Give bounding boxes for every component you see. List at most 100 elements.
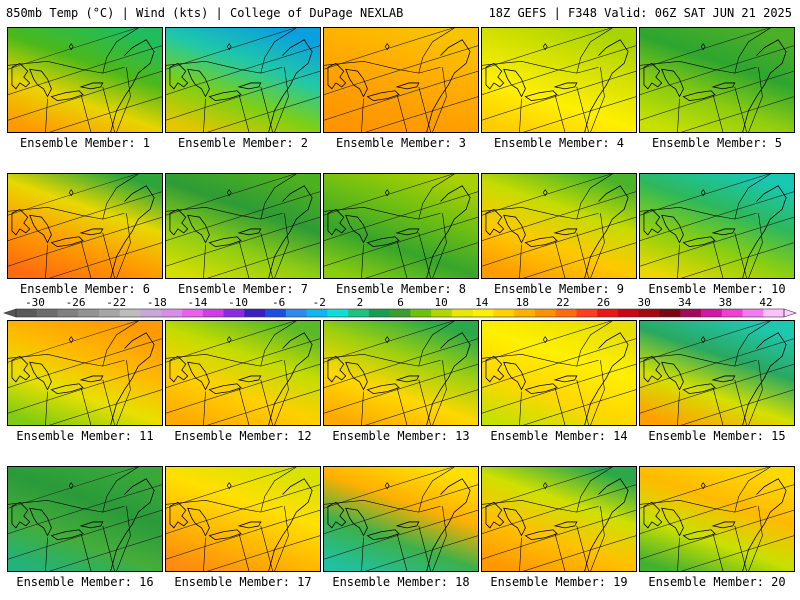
- colorbar-segment: [244, 309, 266, 317]
- colorbar-segment: [16, 309, 38, 317]
- ensemble-member-map: [7, 466, 163, 572]
- colorbar-tick-label: 10: [434, 296, 447, 309]
- colorbar-segment: [327, 309, 349, 317]
- ensemble-member-map: [7, 173, 163, 279]
- colorbar-segment: [389, 309, 411, 317]
- ensemble-member-label: Ensemble Member: 8: [335, 282, 467, 296]
- colorbar-tick-label: -10: [228, 296, 248, 309]
- ensemble-member-label: Ensemble Member: 14: [490, 429, 628, 443]
- ensemble-member-label: Ensemble Member: 18: [332, 575, 470, 589]
- ensemble-member-map: [639, 466, 795, 572]
- colorbar-tick-label: 26: [597, 296, 610, 309]
- colorbar-segment: [576, 309, 598, 317]
- colorbar-tick-label: -14: [188, 296, 208, 309]
- colorbar-tick-label: -22: [106, 296, 126, 309]
- colorbar-tick-label: -26: [66, 296, 86, 309]
- ensemble-member-map: [639, 173, 795, 279]
- colorbar-segment: [99, 309, 121, 317]
- ensemble-member-map: [323, 466, 479, 572]
- ensemble-member-map: [481, 320, 637, 426]
- ensemble-member-map: [165, 320, 321, 426]
- ensemble-member-map: [481, 27, 637, 133]
- colorbar-tick-label: -18: [147, 296, 167, 309]
- colorbar-segment: [472, 309, 494, 317]
- ensemble-member-map: [639, 27, 795, 133]
- ensemble-member-map: [323, 173, 479, 279]
- ensemble-member-label: Ensemble Member: 1: [19, 136, 151, 150]
- colorbar-segment: [140, 309, 162, 317]
- ensemble-member-map: [165, 27, 321, 133]
- ensemble-member-label: Ensemble Member: 15: [648, 429, 786, 443]
- colorbar-segment: [431, 309, 453, 317]
- colorbar-segment: [617, 309, 640, 317]
- colorbar-segment: [285, 309, 308, 317]
- colorbar-segment: [763, 309, 785, 317]
- ensemble-member-label: Ensemble Member: 19: [490, 575, 628, 589]
- colorbar-max-arrow: [783, 308, 797, 318]
- colorbar-segment: [306, 309, 328, 317]
- colorbar-tick-label: 2: [357, 296, 364, 309]
- colorbar-segment: [534, 309, 557, 317]
- run-info: 18Z GEFS | F348 Valid: 06Z SAT JUN 21 20…: [488, 6, 792, 20]
- ensemble-member-label: Ensemble Member: 6: [19, 282, 151, 296]
- colorbar-segment: [451, 309, 474, 317]
- ensemble-member-map: [323, 27, 479, 133]
- ensemble-member-label: Ensemble Member: 4: [493, 136, 625, 150]
- ensemble-member-label: Ensemble Member: 17: [174, 575, 312, 589]
- colorbar-segment: [348, 309, 370, 317]
- colorbar-segment: [265, 309, 287, 317]
- colorbar-tick-label: 18: [516, 296, 529, 309]
- colorbar-segment: [223, 309, 245, 317]
- colorbar-tick-label: 34: [678, 296, 692, 309]
- colorbar-segment: [638, 309, 660, 317]
- ensemble-member-label: Ensemble Member: 12: [174, 429, 312, 443]
- colorbar-min-arrow: [3, 308, 17, 318]
- ensemble-member-map: [481, 466, 637, 572]
- colorbar-segment: [57, 309, 79, 317]
- colorbar-segment: [36, 309, 59, 317]
- ensemble-member-map: [323, 320, 479, 426]
- colorbar-tick-label: -30: [25, 296, 45, 309]
- colorbar-segment: [182, 309, 204, 317]
- colorbar-segment: [555, 309, 577, 317]
- colorbar-tick-label: 38: [719, 296, 732, 309]
- colorbar-tick-label: 14: [475, 296, 489, 309]
- chart-title: 850mb Temp (°C) | Wind (kts) | College o…: [6, 6, 404, 20]
- colorbar-tick-label: -2: [313, 296, 326, 309]
- ensemble-member-map: [7, 320, 163, 426]
- colorbar-tick-label: 22: [556, 296, 569, 309]
- ensemble-member-map: [481, 173, 637, 279]
- ensemble-member-label: Ensemble Member: 3: [335, 136, 467, 150]
- colorbar-segment: [680, 309, 702, 317]
- ensemble-member-label: Ensemble Member: 5: [651, 136, 783, 150]
- ensemble-member-map: [165, 466, 321, 572]
- ensemble-member-label: Ensemble Member: 13: [332, 429, 470, 443]
- colorbar-segment: [597, 309, 619, 317]
- ensemble-member-label: Ensemble Member: 9: [493, 282, 625, 296]
- colorbar-tick-label: 30: [638, 296, 651, 309]
- ensemble-member-label: Ensemble Member: 20: [648, 575, 786, 589]
- colorbar-tick-label: -6: [272, 296, 285, 309]
- temperature-colorbar: -30 -26 -22 -18 -14 -10 -6 -2 2 6 10 14 18 22 26 30 34 38…: [3, 296, 797, 318]
- ensemble-member-map: [7, 27, 163, 133]
- colorbar-segment: [202, 309, 225, 317]
- ensemble-member-label: Ensemble Member: 2: [177, 136, 309, 150]
- ensemble-member-label: Ensemble Member: 10: [648, 282, 786, 296]
- colorbar-segment: [700, 309, 723, 317]
- ensemble-member-map: [165, 173, 321, 279]
- ensemble-member-label: Ensemble Member: 11: [16, 429, 154, 443]
- colorbar-segment: [742, 309, 764, 317]
- colorbar-segment: [410, 309, 432, 317]
- colorbar-segment: [493, 309, 515, 317]
- colorbar-segment: [161, 309, 183, 317]
- ensemble-member-label: Ensemble Member: 16: [16, 575, 154, 589]
- ensemble-member-map: [639, 320, 795, 426]
- colorbar-tick-label: 6: [397, 296, 404, 309]
- colorbar-segment: [514, 309, 536, 317]
- colorbar-segment: [78, 309, 100, 317]
- colorbar-tick-label: 42: [759, 296, 772, 309]
- ensemble-member-label: Ensemble Member: 7: [177, 282, 309, 296]
- colorbar-segment: [659, 309, 681, 317]
- colorbar-segment: [721, 309, 743, 317]
- colorbar-segment: [368, 309, 391, 317]
